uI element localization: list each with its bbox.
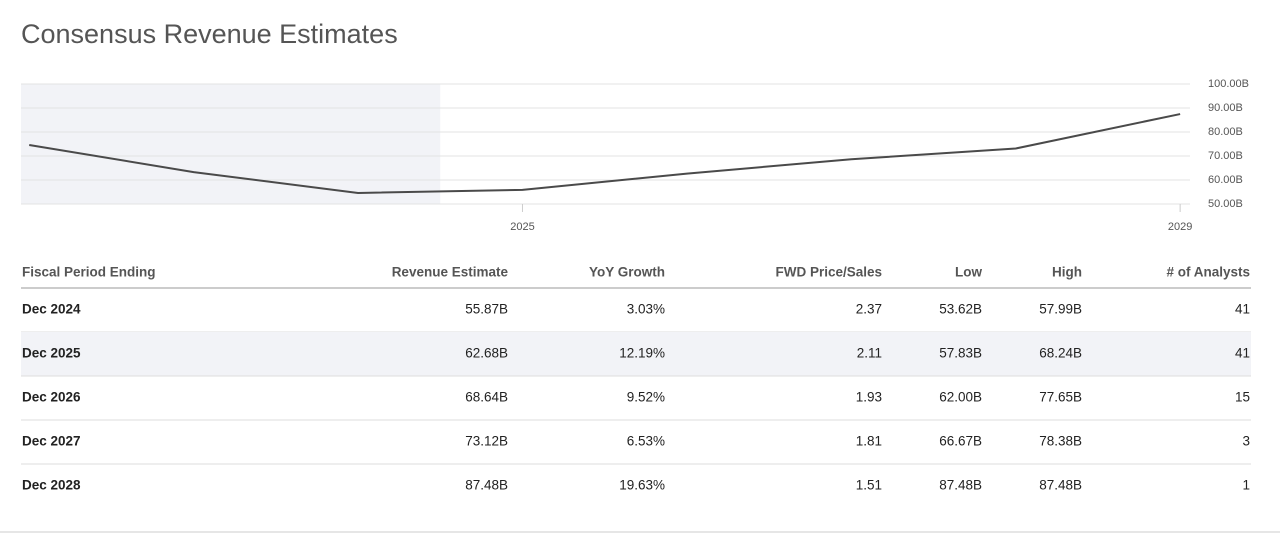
cell: 62.00B [939,390,982,405]
cell: 78.38B [1039,434,1082,449]
cell: 9.52% [627,390,665,405]
y-tick-label: 50.00B [1208,198,1243,210]
cell: 55.87B [465,302,508,317]
shaded-region [21,84,441,204]
cell: 6.53% [627,434,665,449]
cell: 2.37 [856,302,882,317]
column-header: High [1052,265,1082,280]
cell: 87.48B [465,478,508,493]
cell: 12.19% [619,346,665,361]
cell: 57.83B [939,346,982,361]
cell: 3 [1242,434,1250,449]
cell: 1 [1242,478,1250,493]
row-label: Dec 2025 [22,346,81,361]
cell: 66.67B [939,434,982,449]
cell: 87.48B [1039,478,1082,493]
chart-title: Consensus Revenue Estimates [21,19,398,49]
cell: 41 [1235,346,1250,361]
line-series [29,113,1181,194]
cell: 1.51 [856,478,882,493]
column-header: FWD Price/Sales [775,265,882,280]
y-tick-label: 60.00B [1208,174,1243,186]
column-header: Low [955,265,982,280]
cell: 2.11 [857,346,882,361]
y-tick-label: 80.00B [1208,126,1243,138]
cell: 1.81 [856,434,882,449]
row-label: Dec 2024 [22,302,81,317]
column-header: YoY Growth [589,265,665,280]
cell: 77.65B [1039,390,1082,405]
cell: 87.48B [939,478,982,493]
cell: 19.63% [619,478,665,493]
cell: 53.62B [939,302,982,317]
row-label: Dec 2027 [22,434,81,449]
cell: 15 [1235,390,1250,405]
cell: 73.12B [465,434,508,449]
cell: 57.99B [1039,302,1082,317]
row-label: Dec 2026 [22,390,81,405]
y-tick-label: 70.00B [1208,150,1243,162]
x-tick-label: 2025 [510,221,534,233]
row-label: Dec 2028 [22,478,81,493]
x-tick-label: 2029 [1168,221,1192,233]
column-header: Fiscal Period Ending [22,265,156,280]
row-highlight [21,332,1251,376]
cell: 62.68B [465,346,508,361]
cell: 68.64B [465,390,508,405]
cell: 1.93 [856,390,882,405]
column-header: Revenue Estimate [392,265,509,280]
cell: 3.03% [627,302,665,317]
cell: 41 [1235,302,1250,317]
y-tick-label: 100.00B [1208,78,1249,90]
column-header: # of Analysts [1166,265,1250,280]
y-tick-label: 90.00B [1208,102,1243,114]
cell: 68.24B [1039,346,1082,361]
